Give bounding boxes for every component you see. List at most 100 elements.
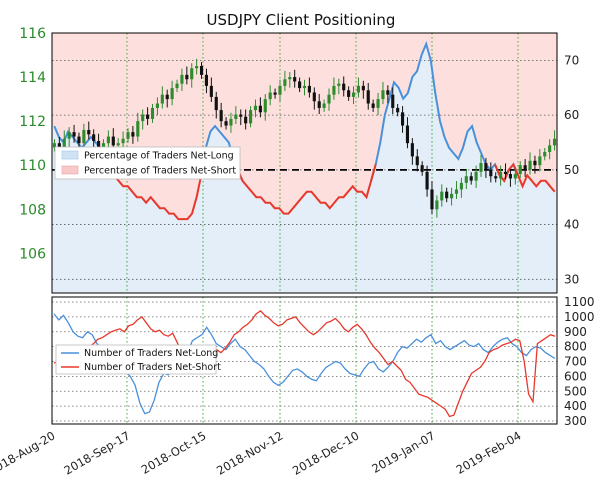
- net-long-shading: [364, 197, 370, 293]
- net-long-shading: [148, 197, 154, 293]
- net-short-shading: [359, 33, 365, 192]
- bottom-legend: Number of Traders Net-Long Number of Tra…: [55, 344, 221, 375]
- right-tick-30: 30: [564, 272, 579, 286]
- candle-body: [528, 160, 532, 170]
- net-short-shading: [355, 33, 361, 192]
- net-short-shading: [552, 33, 558, 192]
- net-short-shading: [221, 33, 228, 137]
- net-long-shading: [102, 158, 108, 293]
- candle-body: [361, 85, 365, 91]
- net-long-shading: [478, 153, 485, 293]
- net-long-shading: [290, 208, 296, 293]
- candle-body: [445, 191, 449, 199]
- net-short-shading: [88, 33, 94, 137]
- right-tick-600: 600: [564, 369, 587, 383]
- net-short-shading: [125, 33, 131, 187]
- net-long-shading: [488, 169, 494, 293]
- candle-body: [224, 121, 228, 126]
- net-short-shading: [120, 33, 127, 187]
- net-short-shading: [56, 33, 62, 137]
- net-long-shading: [194, 197, 200, 293]
- net-long-shading: [120, 186, 127, 293]
- net-long-shading: [506, 169, 512, 293]
- candle-body: [229, 118, 233, 126]
- net-short-shading: [217, 33, 223, 132]
- net-short-shading: [451, 33, 457, 154]
- candle-body: [165, 94, 169, 100]
- net-long-shading: [276, 208, 283, 293]
- net-short-shading: [414, 33, 420, 72]
- net-long-shading: [84, 142, 90, 293]
- net-long-shading: [387, 98, 393, 294]
- candle-body: [518, 165, 522, 175]
- net-long-shading: [474, 142, 480, 293]
- candle-body: [273, 92, 277, 95]
- net-long-shading: [524, 175, 531, 293]
- candle-body: [214, 96, 218, 111]
- net-short-shading: [61, 33, 67, 143]
- net-long-shading: [88, 137, 94, 293]
- candle-body: [405, 125, 410, 144]
- net-long-shading: [327, 208, 333, 293]
- candle-body: [322, 103, 326, 108]
- candle-body: [337, 83, 341, 86]
- candle-body: [170, 88, 174, 100]
- legend-label-net-short-pct: Percentage of Traders Net-Short: [84, 166, 236, 177]
- net-long-shading: [134, 197, 140, 293]
- net-short-shading: [492, 33, 498, 165]
- net-short-shading: [93, 33, 99, 143]
- net-short-shading: [488, 33, 494, 170]
- candle-body: [430, 189, 434, 210]
- net-short-shading: [299, 33, 306, 198]
- candle-body: [513, 174, 517, 179]
- candle-body: [288, 77, 292, 80]
- net-long-shading: [295, 202, 301, 293]
- date-tick-2019-feb-04: 2019-Feb-04: [454, 428, 524, 476]
- net-short-shading: [97, 33, 104, 148]
- candle-body: [469, 176, 473, 181]
- candle-body: [146, 114, 150, 119]
- candle-body: [499, 171, 503, 179]
- net-long-shading: [437, 120, 443, 293]
- net-short-shading: [364, 33, 370, 198]
- net-long-shading: [469, 126, 475, 293]
- date-tick-2018-oct-15: 2018-Oct-15: [139, 428, 209, 476]
- net-long-shading: [511, 164, 517, 293]
- legend-label-net-long-count: Number of Traders Net-Long: [84, 348, 218, 359]
- candle-body: [327, 94, 331, 104]
- net-long-shading: [318, 202, 324, 293]
- candle-body: [82, 129, 86, 144]
- net-long-shading: [547, 186, 554, 293]
- top-panel-frame: [51, 32, 558, 294]
- net-short-shading: [529, 33, 535, 181]
- net-short-shading: [460, 33, 466, 148]
- net-long-shading: [166, 213, 172, 293]
- net-long-shading: [56, 137, 62, 293]
- net-short-shading: [515, 33, 521, 176]
- net-short-shading: [391, 33, 397, 83]
- net-short-shading: [116, 33, 122, 181]
- net-short-shading: [423, 33, 430, 44]
- candle-body: [160, 94, 164, 104]
- net-long-shading: [391, 82, 397, 294]
- net-short-shading: [538, 33, 544, 181]
- candle-body: [538, 156, 542, 166]
- net-long-shading: [520, 186, 526, 293]
- right-tick-400: 400: [564, 399, 587, 413]
- candle-body: [381, 90, 385, 100]
- candle-body: [435, 200, 439, 210]
- net-short-shading: [437, 33, 443, 121]
- net-short-shading: [309, 33, 315, 192]
- net-long-shading: [203, 147, 209, 293]
- candle-body: [425, 171, 429, 190]
- candle-body: [391, 94, 395, 108]
- net-short-shading: [327, 33, 333, 209]
- right-tick-1100: 1100: [564, 295, 595, 309]
- net-short-shading: [235, 33, 241, 170]
- net-long-shading: [332, 202, 338, 293]
- net-long-shading: [61, 142, 67, 293]
- net-short-shading: [102, 33, 108, 159]
- net-short-shading: [111, 33, 117, 176]
- left-tick-116: 116: [19, 26, 46, 42]
- candle-body: [234, 114, 238, 119]
